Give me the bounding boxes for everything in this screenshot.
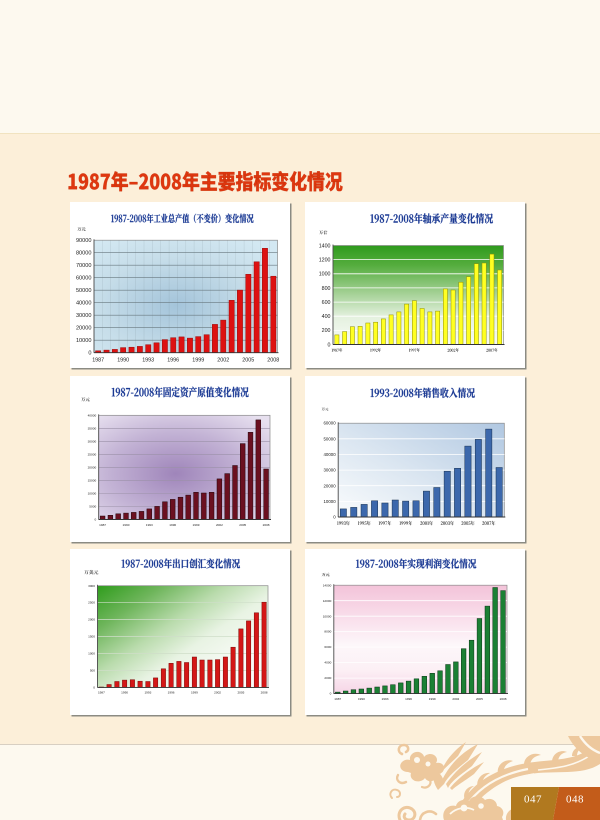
svg-text:60000: 60000 [76, 276, 92, 282]
svg-text:40000: 40000 [88, 413, 97, 417]
svg-text:90000: 90000 [76, 238, 92, 244]
svg-text:1993: 1993 [382, 697, 389, 701]
svg-text:2500: 2500 [88, 601, 95, 605]
svg-text:200: 200 [322, 328, 331, 334]
svg-text:5000: 5000 [89, 505, 96, 509]
svg-text:12000: 12000 [323, 599, 332, 603]
svg-text:2005: 2005 [239, 523, 246, 527]
svg-text:50000: 50000 [323, 436, 336, 441]
svg-text:35000: 35000 [88, 426, 97, 430]
svg-text:20000: 20000 [323, 483, 336, 488]
svg-text:1999: 1999 [192, 357, 204, 363]
svg-text:1999: 1999 [193, 523, 200, 527]
svg-text:1000: 1000 [88, 652, 95, 656]
svg-text:400: 400 [322, 314, 331, 320]
svg-text:0: 0 [94, 518, 96, 522]
svg-text:2005: 2005 [242, 357, 254, 363]
svg-text:0: 0 [330, 692, 332, 696]
svg-text:14000: 14000 [323, 583, 332, 587]
svg-text:2008: 2008 [263, 523, 270, 527]
svg-text:3000: 3000 [88, 584, 95, 588]
svg-text:1000: 1000 [319, 272, 331, 278]
svg-text:1996: 1996 [405, 697, 412, 701]
svg-text:40000: 40000 [323, 452, 336, 457]
svg-text:1500: 1500 [88, 635, 95, 639]
svg-text:1990: 1990 [358, 697, 365, 701]
svg-text:2002: 2002 [214, 691, 221, 695]
svg-text:1996: 1996 [169, 523, 176, 527]
svg-text:1990: 1990 [117, 357, 129, 363]
svg-text:1999: 1999 [429, 697, 436, 701]
svg-text:2000: 2000 [324, 676, 331, 680]
svg-text:500: 500 [90, 669, 95, 673]
svg-text:2008: 2008 [500, 697, 507, 701]
svg-text:1990: 1990 [121, 691, 128, 695]
svg-text:1996: 1996 [167, 357, 179, 363]
svg-text:1987: 1987 [98, 691, 105, 695]
svg-text:800: 800 [322, 286, 331, 292]
svg-text:60000: 60000 [323, 421, 336, 426]
svg-text:048: 048 [566, 794, 584, 806]
svg-text:30000: 30000 [88, 439, 97, 443]
svg-text:20000: 20000 [76, 326, 92, 332]
svg-text:2002: 2002 [217, 357, 229, 363]
svg-text:50000: 50000 [76, 288, 92, 294]
svg-text:0: 0 [328, 342, 331, 348]
svg-text:1990: 1990 [123, 523, 130, 527]
svg-text:2008: 2008 [267, 357, 279, 363]
svg-text:0: 0 [88, 351, 91, 357]
svg-text:30000: 30000 [76, 313, 92, 319]
svg-text:1987: 1987 [99, 523, 106, 527]
svg-text:2002: 2002 [216, 523, 223, 527]
svg-text:2002: 2002 [452, 697, 459, 701]
svg-text:25000: 25000 [88, 453, 97, 457]
svg-text:10000: 10000 [323, 499, 336, 504]
svg-text:0: 0 [93, 686, 95, 690]
svg-text:1200: 1200 [319, 258, 331, 264]
svg-text:047: 047 [524, 794, 542, 806]
svg-text:4000: 4000 [324, 661, 331, 665]
svg-text:20000: 20000 [88, 466, 97, 470]
svg-text:1999: 1999 [191, 691, 198, 695]
svg-text:8000: 8000 [324, 630, 331, 634]
svg-text:1993: 1993 [146, 523, 153, 527]
svg-text:15000: 15000 [88, 479, 97, 483]
svg-text:80000: 80000 [76, 251, 92, 257]
svg-text:10000: 10000 [76, 338, 92, 344]
svg-text:70000: 70000 [76, 263, 92, 269]
svg-text:2000: 2000 [88, 618, 95, 622]
svg-text:1987: 1987 [334, 697, 341, 701]
svg-text:10000: 10000 [88, 492, 97, 496]
svg-text:2005: 2005 [237, 691, 244, 695]
svg-text:0: 0 [333, 515, 336, 520]
svg-text:10000: 10000 [323, 614, 332, 618]
svg-text:40000: 40000 [76, 301, 92, 307]
svg-text:1993: 1993 [142, 357, 154, 363]
svg-text:6000: 6000 [324, 645, 331, 649]
svg-text:2008: 2008 [261, 691, 268, 695]
svg-text:30000: 30000 [323, 468, 336, 473]
svg-text:2005: 2005 [476, 697, 483, 701]
svg-text:1400: 1400 [319, 243, 331, 249]
svg-text:1987: 1987 [92, 357, 104, 363]
svg-text:1996: 1996 [168, 691, 175, 695]
svg-text:600: 600 [322, 300, 331, 306]
svg-text:1993: 1993 [144, 691, 151, 695]
